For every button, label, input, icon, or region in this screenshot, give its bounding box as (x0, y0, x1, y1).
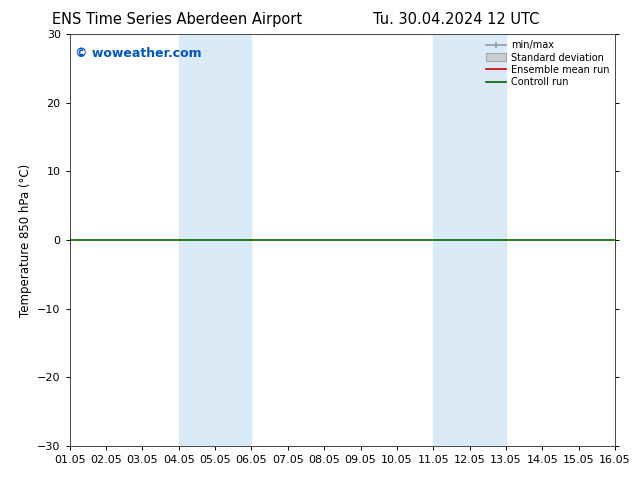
Legend: min/max, Standard deviation, Ensemble mean run, Controll run: min/max, Standard deviation, Ensemble me… (482, 36, 613, 91)
Y-axis label: Temperature 850 hPa (°C): Temperature 850 hPa (°C) (18, 164, 32, 317)
Text: Tu. 30.04.2024 12 UTC: Tu. 30.04.2024 12 UTC (373, 12, 540, 27)
Bar (433, 34, 506, 446)
Text: © woweather.com: © woweather.com (75, 47, 202, 60)
Bar (179, 34, 252, 446)
Text: ENS Time Series Aberdeen Airport: ENS Time Series Aberdeen Airport (53, 12, 302, 27)
